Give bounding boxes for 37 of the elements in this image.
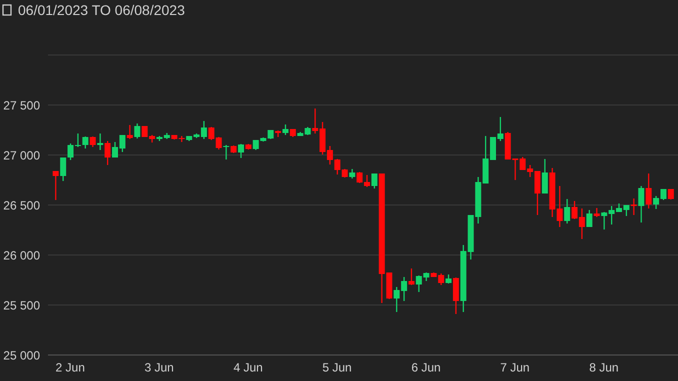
y-tick-label: 26 500 [3, 198, 40, 212]
candlestick [371, 172, 378, 190]
candlestick [594, 207, 600, 218]
candlestick [97, 132, 104, 151]
candlestick [668, 188, 674, 200]
candlestick [282, 124, 288, 136]
candlestick [564, 198, 570, 224]
candlestick [646, 172, 652, 210]
y-tick-label: 27 000 [3, 148, 40, 162]
candlestick [82, 136, 88, 150]
candlestick [542, 158, 548, 194]
chart-title: 06/01/2023 TO 06/08/2023 [18, 2, 185, 18]
y-tick-label: 26 000 [3, 248, 40, 262]
candlestick [452, 276, 459, 315]
candlestick [408, 268, 414, 286]
x-tick-label: 6 Jun [411, 360, 441, 375]
candlestick [223, 144, 230, 160]
candlestick [52, 170, 59, 201]
candlestick [60, 156, 66, 182]
x-tick-label: 7 Jun [500, 360, 530, 375]
x-tick-label: 5 Jun [322, 360, 352, 375]
x-tick-label: 8 Jun [589, 360, 619, 375]
y-tick-label: 27 500 [3, 98, 40, 112]
candlestick [104, 140, 111, 166]
candlestick [126, 124, 133, 140]
candlestick [349, 168, 356, 180]
candlestick [90, 136, 96, 148]
x-tick-label: 4 Jun [233, 360, 263, 375]
y-tick-label: 25 000 [3, 348, 40, 362]
x-tick-label: 3 Jun [144, 360, 174, 375]
candlestick [134, 122, 140, 140]
y-tick-label: 25 500 [3, 298, 40, 312]
candlestick [238, 143, 244, 159]
candlestick [638, 185, 644, 224]
candlestick [586, 209, 592, 228]
x-tick-label: 2 Jun [56, 360, 85, 375]
candlestick [630, 198, 637, 216]
